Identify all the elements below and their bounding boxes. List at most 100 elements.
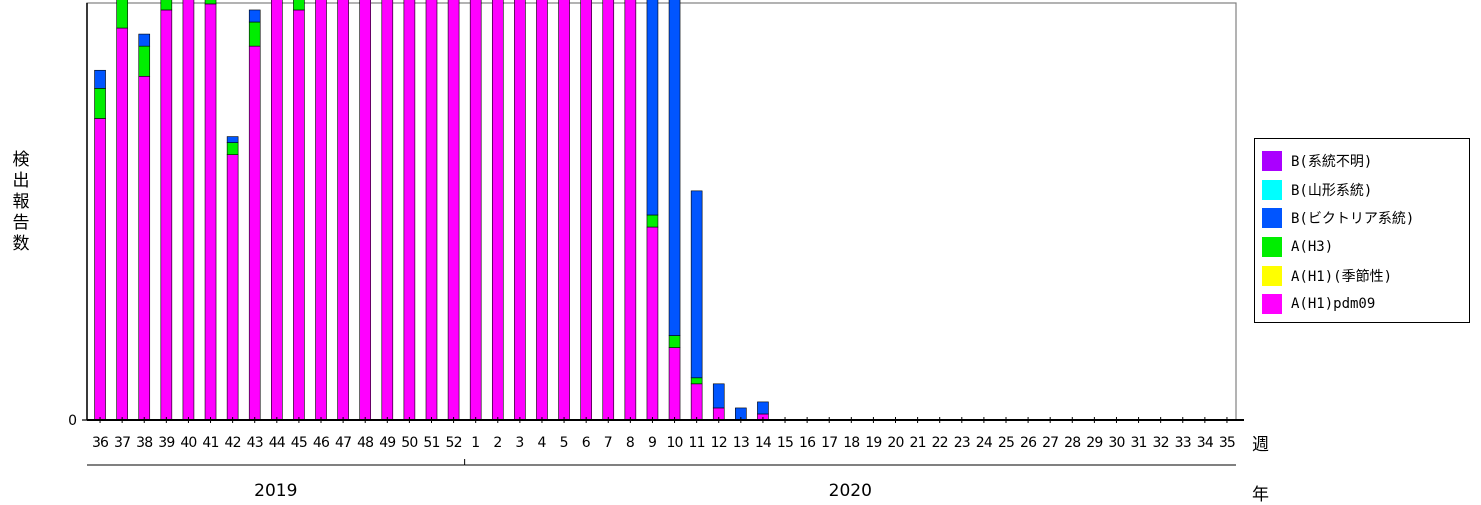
legend-item: A(H3) [1262,233,1469,262]
x-tick-label-1: 1 [471,435,480,451]
x-tick-label-9: 9 [648,435,657,451]
bar-42-series-3 [226,136,239,143]
x-tick-label-11: 11 [689,435,705,451]
bar-46-series-0 [315,0,327,421]
x-tick-label-2: 2 [493,435,502,451]
legend-label: B(ビクトリア系統) [1291,211,1415,228]
x-tick-label-12: 12 [711,435,727,451]
bar-45-series-2 [293,0,305,11]
legend-swatch [1262,294,1282,315]
bar-8-series-0 [624,0,637,421]
bar-36-series-3 [94,69,106,89]
x-tick-label-33: 33 [1175,435,1191,451]
bar-51-series-0 [425,0,438,421]
x-tick-label-16: 16 [799,435,816,451]
x-tick-label-20: 20 [887,435,903,451]
x-tick-label-23: 23 [954,435,970,451]
x-tick-label-3: 3 [515,435,524,451]
x-tick-label-36: 36 [92,435,109,451]
x-tick-label-46: 46 [313,435,330,451]
x-tick-label-30: 30 [1108,435,1124,451]
legend-swatch [1262,265,1282,286]
bar-43-series-3 [248,9,261,23]
x-tick-label-31: 31 [1130,435,1146,451]
y-axis: 0100200300400500600 [68,3,88,429]
legend-swatch [1262,151,1282,172]
bar-52-series-0 [447,0,460,421]
x-tick-label-7: 7 [604,435,613,451]
x-tick-label-34: 34 [1197,435,1214,451]
bar-2-series-0 [491,0,504,421]
x-tick-label-25: 25 [998,435,1014,451]
x-tick-label-39: 39 [158,435,174,451]
bar-11-series-2 [690,377,703,385]
x-tick-label-21: 21 [909,435,925,451]
legend-label: A(H3) [1291,239,1334,256]
bar-14-series-3 [757,401,769,415]
x-tick-label-48: 48 [357,435,373,451]
y-axis-label: 検出報告数 [12,150,30,254]
bar-5-series-0 [558,0,570,421]
x-tick-label-6: 6 [582,435,591,451]
legend-item: A(H1)pdm09 [1262,290,1469,319]
bar-7-series-0 [602,0,615,421]
legend-item: B(系統不明) [1262,147,1469,176]
bar-11-series-0 [690,383,703,421]
x-tick-label-40: 40 [180,435,196,451]
legend-label: B(山形系統) [1291,182,1373,199]
x-tick-label-35: 35 [1219,435,1235,451]
x-tick-label-17: 17 [821,435,837,451]
legend-item: B(山形系統) [1262,176,1469,205]
bar-42-series-2 [226,142,239,155]
x-tick-label-22: 22 [932,435,948,451]
bar-9-series-2 [646,214,659,228]
x-tick-label-26: 26 [1020,435,1037,451]
bar-36-series-2 [94,88,106,119]
bar-38-series-0 [138,75,151,421]
x-tick-label-43: 43 [247,435,263,451]
legend-swatch [1262,179,1282,200]
bar-1-series-0 [469,0,482,421]
x-tick-label-51: 51 [423,435,439,451]
bar-38-series-2 [138,45,151,77]
bar-37-series-0 [116,27,128,421]
x-tick-label-32: 32 [1153,435,1169,451]
x-tick-label-41: 41 [202,435,218,451]
x-tick-label-45: 45 [291,435,307,451]
legend-swatch [1262,237,1282,258]
year-label-2020: 2020 [829,481,872,501]
y-tick-label-0: 0 [68,413,77,429]
bar-6-series-0 [580,0,592,421]
x-tick-label-29: 29 [1086,435,1102,451]
legend-label: B(系統不明) [1291,154,1373,171]
bar-43-series-2 [248,21,261,47]
legend-item: B(ビクトリア系統) [1262,204,1469,233]
x-tick-label-15: 15 [777,435,793,451]
bar-41-series-2 [204,0,217,5]
bar-9-series-0 [646,226,659,421]
x-tick-label-49: 49 [379,435,395,451]
bar-45-series-0 [293,9,305,421]
x-tick-label-38: 38 [136,435,152,451]
x-tick-label-19: 19 [865,435,881,451]
bar-36-series-0 [94,118,106,421]
bar-49-series-0 [381,0,394,421]
bar-47-series-0 [337,0,349,421]
x-tick-label-47: 47 [335,435,351,451]
legend-label: A(H1)pdm09 [1291,296,1376,313]
year-label-2019: 2019 [254,481,297,501]
bar-41-series-0 [204,3,217,421]
bar-39-series-2 [160,0,173,11]
x-tick-label-14: 14 [755,435,772,451]
year-axis: 2019 2020 [87,459,1236,501]
x-tick-label-27: 27 [1042,435,1058,451]
bar-10-series-3 [668,0,681,336]
bar-48-series-0 [359,0,372,421]
x-axis: 36 37 38 39 40 41 42 43 44 45 46 47 48 49 50 51 52 1 2 3 4 5 6… [87,417,1244,451]
bar-11-series-3 [690,190,703,379]
bar-40-series-0 [182,0,195,421]
x-tick-label-8: 8 [626,435,635,451]
bar-37-series-2 [116,0,128,29]
x-tick-label-37: 37 [114,435,130,451]
